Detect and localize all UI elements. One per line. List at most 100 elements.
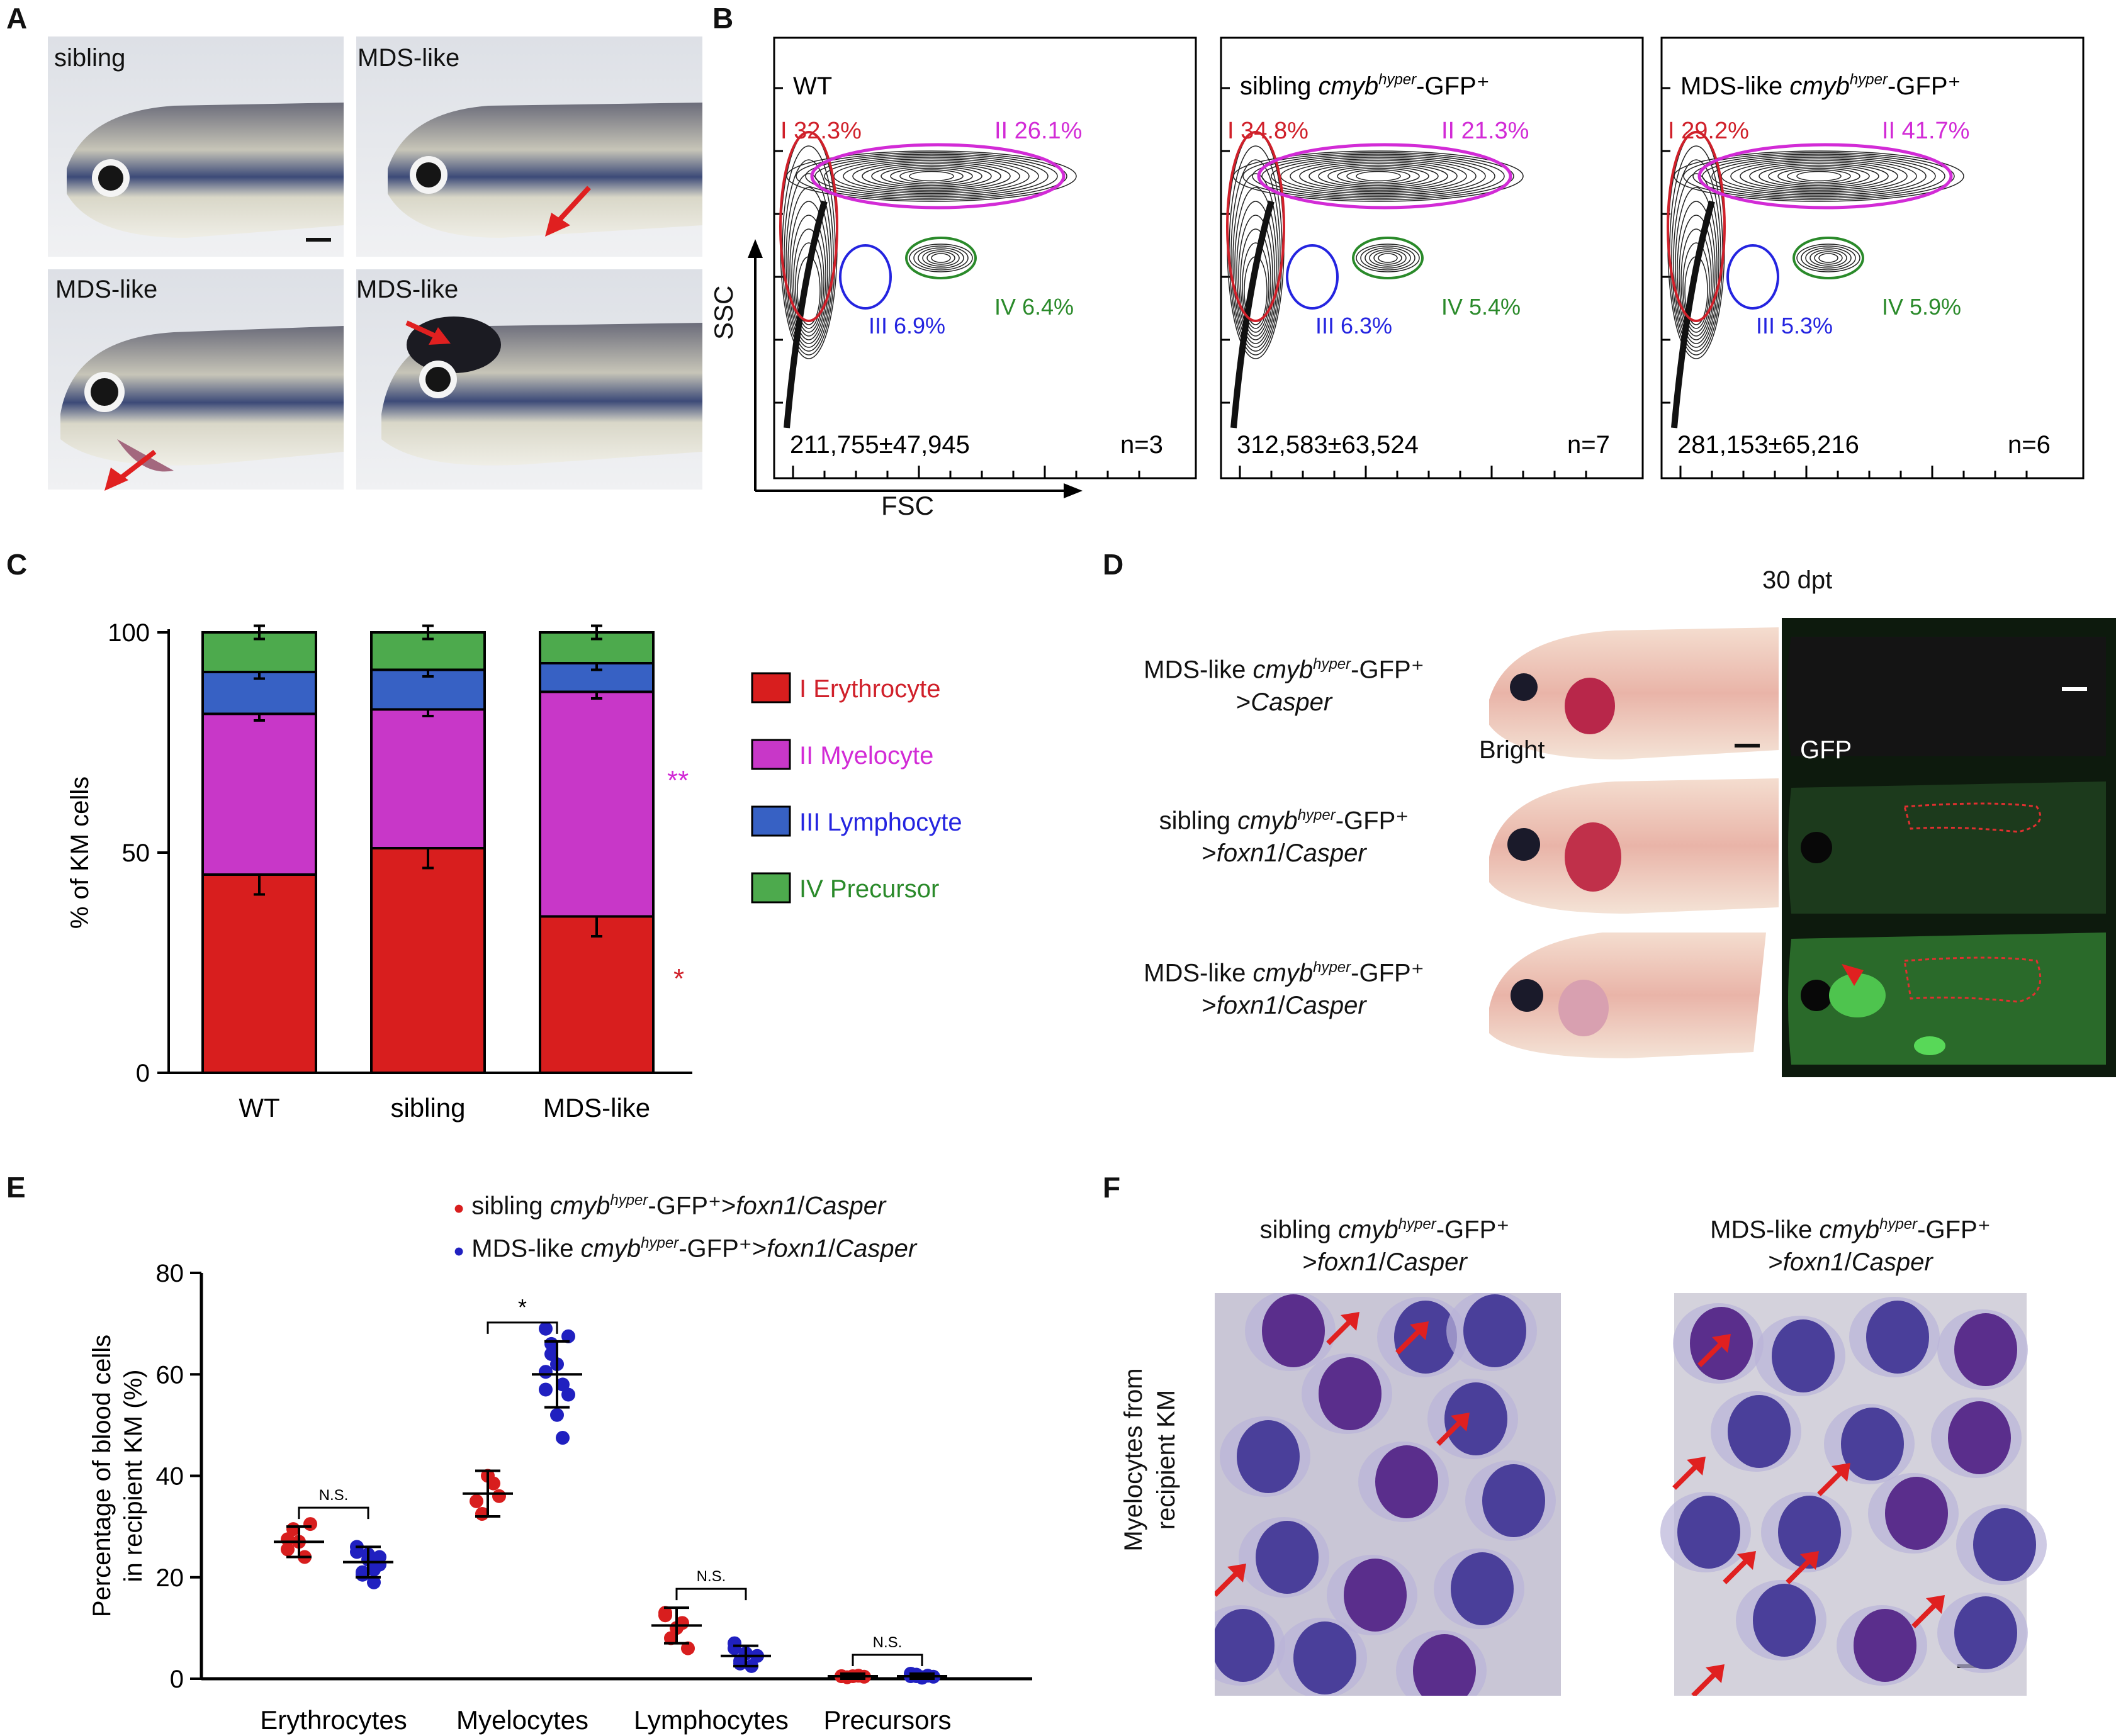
micrograph-nucleus <box>1954 1596 2017 1669</box>
c-y-axis-label: % of KM cells <box>66 776 94 929</box>
micrograph-nucleus <box>1778 1496 1841 1569</box>
c-bar-segment <box>201 712 317 876</box>
bright-label: Bright <box>1479 736 1545 764</box>
micrograph-arrowhead <box>1410 1321 1429 1340</box>
c-legend-swatch <box>751 872 791 904</box>
gate-iv-label: IV 5.9% <box>1882 294 1961 320</box>
micrograph-arrowhead <box>1451 1413 1470 1431</box>
gate-iv-label: IV 6.4% <box>994 294 1074 320</box>
micrograph-nucleus <box>1885 1477 1948 1550</box>
gate-ii <box>1697 143 1953 210</box>
c-bar-segment <box>201 873 317 1074</box>
micrograph-nucleus <box>1954 1313 2017 1386</box>
c-legend-swatch <box>751 672 791 703</box>
f-side-label: Myelocytes from recipient KM <box>1120 1368 1180 1552</box>
c-x-tick-label: MDS-like <box>543 1093 650 1123</box>
micrograph-nucleus <box>1948 1401 2011 1474</box>
event-count: 211,755±47,945 <box>790 431 970 459</box>
e-sig-label: N.S. <box>319 1487 349 1504</box>
e-data-point <box>487 1476 500 1491</box>
photo-label-sibling: sibling <box>54 44 126 72</box>
micrograph-arrowhead <box>1687 1457 1706 1476</box>
e-data-point <box>470 1494 483 1508</box>
c-sig-ery: * <box>673 963 684 994</box>
d-row-3-label: MDS-like cmybhyper-GFP⁺ >foxn1/Casper <box>1144 959 1424 1020</box>
micrograph-arrowhead <box>1706 1664 1725 1683</box>
flow-plot-title: MDS-like cmybhyper-GFP⁺ <box>1680 71 1961 100</box>
micrograph-nucleus <box>1728 1395 1791 1468</box>
c-sig-myelo: ** <box>667 765 689 796</box>
e-sig-label: N.S. <box>873 1634 903 1651</box>
gate-i <box>1226 131 1285 322</box>
c-legend-label: I Erythrocyte <box>799 675 941 703</box>
e-sig-label: * <box>518 1294 527 1320</box>
panel-d-images <box>1477 618 2116 1077</box>
micrograph-nucleus <box>1866 1301 1929 1374</box>
e-data-point <box>556 1431 570 1445</box>
c-bar-segment <box>539 690 655 918</box>
photo-label-mds-1: MDS-like <box>357 44 460 72</box>
c-y-tick-label: 50 <box>122 839 150 867</box>
gate-ii-label: II 21.3% <box>1441 118 1529 144</box>
gate-iv <box>1352 237 1424 279</box>
gate-i <box>1667 131 1726 322</box>
d-row-2-label: sibling cmybhyper-GFP⁺ >foxn1/Casper <box>1159 807 1409 868</box>
c-legend-swatch <box>751 805 791 837</box>
axis-label-ssc: SSC <box>709 285 738 340</box>
c-x-tick-label: sibling <box>390 1093 465 1123</box>
gate-iv <box>905 237 977 279</box>
micrograph-nucleus <box>1753 1584 1816 1657</box>
e-x-tick-label: Lymphocytes <box>634 1705 789 1735</box>
e-data-point <box>550 1408 564 1422</box>
micrograph-arrowhead <box>1800 1551 1819 1570</box>
c-legend-label: II Myelocyte <box>799 742 933 770</box>
axis-label-fsc: FSC <box>881 491 934 520</box>
micrograph-nucleus <box>1451 1552 1514 1625</box>
gate-iii-label: III 6.9% <box>869 313 945 339</box>
micrograph-nucleus <box>1319 1357 1382 1430</box>
micrograph-nucleus <box>1677 1496 1740 1569</box>
chart-e-scatter: 0 20 40 60 80 Percentage of blood cells in rec… <box>88 1260 1032 1735</box>
c-legend-label: III Lymphocyte <box>799 809 962 836</box>
e-data-point <box>373 1550 386 1564</box>
e-data-point <box>492 1489 506 1503</box>
gate-ii-label: II 26.1% <box>994 118 1082 144</box>
micrograph-nucleus <box>1463 1294 1526 1367</box>
panel-letter-c: C <box>6 548 28 581</box>
e-y-tick-label: 40 <box>156 1463 184 1491</box>
gate-iii-label: III 6.3% <box>1315 313 1392 339</box>
e-data-point <box>664 1631 678 1645</box>
gate-iv <box>1792 237 1864 279</box>
panel-letter-e: E <box>6 1171 26 1204</box>
e-x-tick-label: Erythrocytes <box>260 1705 407 1735</box>
e-legend: ● sibling cmybhyper-GFP⁺>foxn1/Casper ● … <box>453 1183 916 1269</box>
e-sig-label: N.S. <box>697 1568 726 1585</box>
sample-n: n=6 <box>2008 431 2051 459</box>
gate-i-label: I 34.8% <box>1227 118 1308 144</box>
micrograph-nucleus <box>1375 1445 1438 1518</box>
e-sig-bracket <box>852 1654 923 1666</box>
sample-n: n=3 <box>1120 431 1163 459</box>
micrograph-nucleus <box>1293 1621 1356 1694</box>
e-data-point <box>367 1562 381 1577</box>
e-data-point <box>561 1387 575 1402</box>
c-bar-segment <box>370 847 486 1074</box>
d-row-1-label: MDS-like cmybhyper-GFP⁺ >Casper <box>1144 656 1424 717</box>
micrograph-arrowhead <box>1832 1463 1850 1482</box>
micrograph-arrowhead <box>1341 1312 1359 1331</box>
event-count: 281,153±65,216 <box>1677 431 1859 459</box>
f-title-1: sibling cmybhyper-GFP⁺ >foxn1/Casper <box>1259 1216 1510 1277</box>
gate-ii-label: II 41.7% <box>1882 118 1969 144</box>
c-legend-swatch <box>751 739 791 770</box>
e-sig-bracket <box>298 1506 369 1520</box>
time-label: 30 dpt <box>1762 566 1833 594</box>
panel-b-flow-plots: WT I 32.3% II 26.1% III 6.9% IV 6.4% 211,755±… <box>748 36 2085 498</box>
e-data-point <box>281 1532 295 1547</box>
e-data-point <box>556 1377 570 1392</box>
e-data-point <box>303 1517 317 1532</box>
e-data-point <box>539 1365 553 1379</box>
micrograph-nucleus <box>1256 1521 1319 1594</box>
micrograph-nucleus <box>1841 1408 1904 1481</box>
e-legend-sibling: ● sibling cmybhyper-GFP⁺>foxn1/Casper <box>453 1192 886 1220</box>
